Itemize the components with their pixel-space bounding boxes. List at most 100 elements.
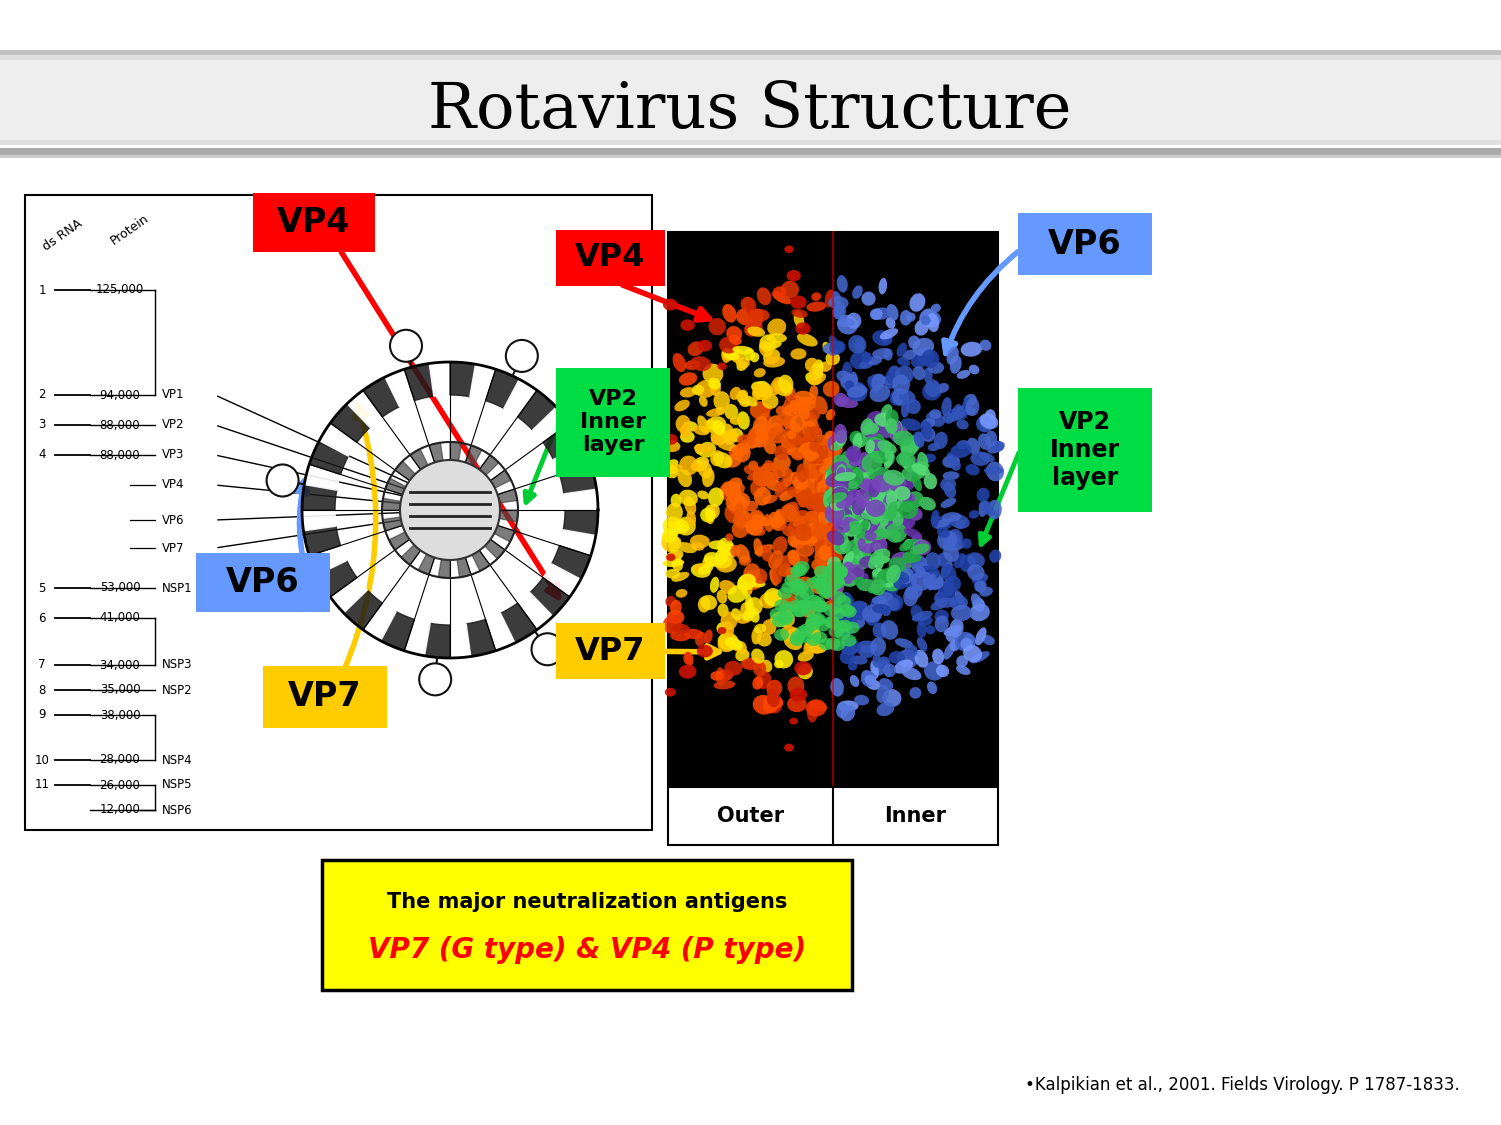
Ellipse shape [859, 360, 874, 369]
Ellipse shape [824, 494, 841, 505]
Ellipse shape [770, 515, 787, 531]
Ellipse shape [754, 623, 766, 633]
Ellipse shape [790, 631, 805, 642]
Ellipse shape [829, 488, 838, 498]
Ellipse shape [672, 353, 686, 372]
Ellipse shape [815, 515, 826, 524]
Ellipse shape [687, 341, 704, 357]
Text: VP4: VP4 [278, 207, 351, 240]
Ellipse shape [833, 487, 842, 497]
Ellipse shape [671, 623, 689, 633]
Ellipse shape [732, 345, 754, 354]
Ellipse shape [937, 552, 953, 567]
Ellipse shape [814, 501, 829, 520]
Ellipse shape [901, 310, 911, 325]
Ellipse shape [821, 514, 842, 523]
Polygon shape [494, 525, 515, 542]
Ellipse shape [919, 497, 937, 511]
Polygon shape [419, 555, 435, 575]
Ellipse shape [800, 441, 821, 456]
Ellipse shape [833, 567, 848, 578]
Ellipse shape [845, 490, 857, 505]
Ellipse shape [802, 406, 820, 422]
Ellipse shape [910, 294, 925, 312]
Ellipse shape [726, 326, 741, 341]
Bar [0, 50, 1501, 54]
Ellipse shape [669, 600, 681, 615]
Ellipse shape [926, 626, 935, 634]
Bar [0, 98, 1501, 102]
Ellipse shape [817, 479, 832, 489]
Ellipse shape [941, 564, 956, 583]
Ellipse shape [823, 494, 838, 507]
Ellipse shape [860, 418, 874, 435]
Ellipse shape [735, 613, 750, 623]
Ellipse shape [854, 338, 865, 353]
Ellipse shape [710, 429, 728, 446]
Ellipse shape [833, 305, 847, 319]
Ellipse shape [729, 416, 743, 425]
Ellipse shape [823, 471, 836, 492]
Polygon shape [450, 362, 476, 397]
Ellipse shape [787, 696, 806, 712]
Polygon shape [429, 442, 443, 462]
Text: 6: 6 [38, 612, 45, 624]
Polygon shape [303, 526, 341, 556]
Ellipse shape [956, 405, 976, 415]
Ellipse shape [757, 287, 772, 305]
Ellipse shape [907, 313, 916, 322]
Ellipse shape [785, 628, 800, 637]
Ellipse shape [782, 582, 797, 594]
Ellipse shape [955, 520, 965, 529]
Ellipse shape [853, 384, 865, 402]
Ellipse shape [985, 467, 1003, 475]
Ellipse shape [985, 410, 995, 423]
Ellipse shape [705, 416, 726, 433]
Ellipse shape [722, 621, 734, 638]
Ellipse shape [830, 441, 844, 451]
Bar [0, 55, 1501, 145]
Ellipse shape [693, 425, 710, 435]
Ellipse shape [754, 381, 772, 397]
Ellipse shape [799, 469, 815, 479]
Ellipse shape [671, 537, 681, 546]
Ellipse shape [902, 551, 916, 564]
Ellipse shape [910, 467, 926, 479]
Polygon shape [554, 444, 591, 475]
Ellipse shape [809, 425, 821, 438]
Ellipse shape [731, 349, 744, 363]
Text: 7: 7 [38, 658, 45, 672]
Polygon shape [485, 539, 504, 559]
Ellipse shape [901, 515, 916, 529]
Ellipse shape [818, 487, 836, 506]
Bar [0, 90, 1501, 94]
Ellipse shape [779, 611, 796, 628]
Polygon shape [320, 423, 357, 457]
Ellipse shape [868, 377, 880, 394]
Text: 41,000: 41,000 [99, 612, 141, 624]
Ellipse shape [746, 439, 763, 448]
Ellipse shape [892, 512, 904, 526]
Ellipse shape [814, 537, 829, 549]
Ellipse shape [824, 504, 844, 523]
Ellipse shape [946, 630, 959, 642]
Ellipse shape [826, 480, 839, 500]
Ellipse shape [943, 413, 955, 424]
Ellipse shape [781, 280, 799, 298]
Ellipse shape [821, 582, 842, 600]
Ellipse shape [725, 482, 744, 497]
Ellipse shape [832, 455, 850, 470]
Ellipse shape [872, 604, 892, 614]
Ellipse shape [747, 470, 769, 480]
Ellipse shape [865, 531, 877, 541]
Ellipse shape [711, 556, 732, 568]
Ellipse shape [752, 384, 761, 402]
Ellipse shape [749, 460, 758, 470]
Ellipse shape [845, 622, 860, 633]
Bar [0, 126, 1501, 130]
Bar [668, 232, 998, 788]
Ellipse shape [857, 579, 875, 591]
Ellipse shape [803, 639, 814, 654]
Ellipse shape [824, 493, 842, 504]
Ellipse shape [767, 415, 784, 434]
